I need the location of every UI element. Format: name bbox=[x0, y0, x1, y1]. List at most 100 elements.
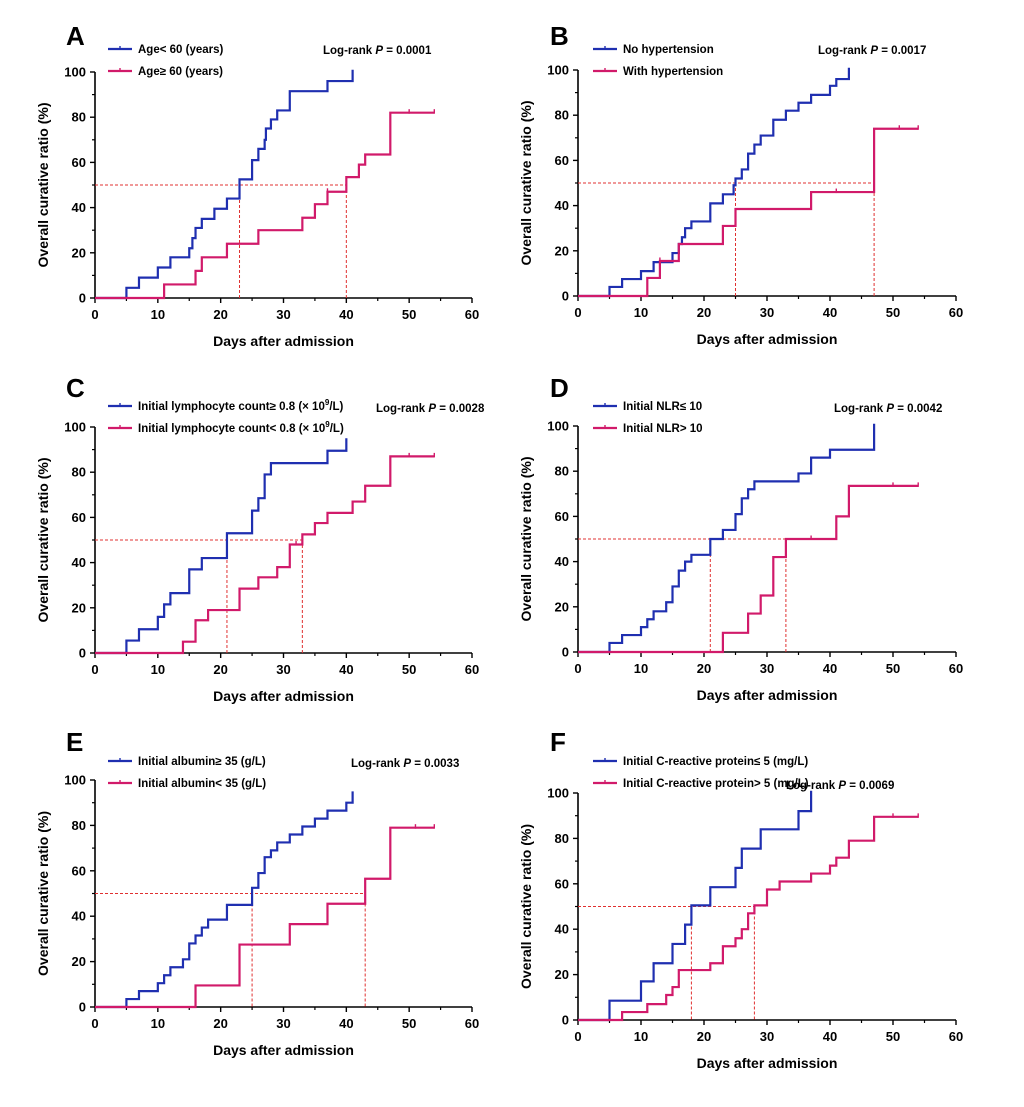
panel-f: F 0 10 20 30 40 50 60 0 20 40 60 80 100 Days after adm… bbox=[518, 727, 963, 1071]
pvalue-symbol: P bbox=[403, 758, 411, 770]
km-curve-series-1 bbox=[95, 438, 348, 655]
panel-label: A bbox=[66, 21, 85, 51]
pvalue-prefix: Log-rank bbox=[323, 45, 375, 57]
y-tick-label: 60 bbox=[555, 509, 569, 524]
x-axis-title: Days after admission bbox=[213, 1042, 354, 1058]
x-tick-label: 50 bbox=[402, 662, 416, 677]
x-axis-title: Days after admission bbox=[697, 687, 838, 703]
x-tick-label: 50 bbox=[886, 661, 900, 676]
y-tick-label: 0 bbox=[79, 646, 86, 661]
km-curve-series-1 bbox=[578, 67, 850, 298]
pvalue-prefix: Log-rank bbox=[818, 45, 870, 57]
x-tick-label: 60 bbox=[465, 307, 479, 322]
x-tick-label: 40 bbox=[339, 307, 353, 322]
y-tick-label: 20 bbox=[555, 967, 569, 982]
x-tick-label: 60 bbox=[949, 661, 963, 676]
x-tick-label: 30 bbox=[276, 1016, 290, 1031]
pvalue-value: = 0.0017 bbox=[878, 45, 926, 57]
legend-label-suffix: /L) bbox=[330, 423, 344, 435]
y-axis-title: Overall curative ratio (%) bbox=[35, 103, 51, 268]
y-tick-label: 0 bbox=[562, 1013, 569, 1028]
x-tick-label: 50 bbox=[886, 1029, 900, 1044]
km-curve-series-1 bbox=[578, 790, 813, 1022]
x-tick-label: 30 bbox=[276, 307, 290, 322]
y-tick-label: 60 bbox=[555, 153, 569, 168]
x-tick-label: 20 bbox=[213, 662, 227, 677]
pvalue-value: = 0.0028 bbox=[436, 403, 485, 415]
pvalue-prefix: Log-rank bbox=[834, 403, 886, 415]
legend-label: Age≥ 60 (years) bbox=[138, 66, 223, 78]
x-tick-label: 30 bbox=[760, 661, 774, 676]
legend-label-superscript: 9 bbox=[325, 420, 330, 429]
km-curve-series-1 bbox=[578, 423, 876, 654]
y-tick-label: 60 bbox=[72, 510, 86, 525]
y-tick-label: 20 bbox=[555, 243, 569, 258]
panel-label: D bbox=[550, 373, 569, 403]
x-tick-label: 40 bbox=[339, 662, 353, 677]
legend-label: No hypertension bbox=[623, 44, 714, 56]
y-tick-label: 80 bbox=[555, 108, 569, 123]
pvalue-value: = 0.0033 bbox=[411, 758, 459, 770]
y-tick-label: 80 bbox=[555, 464, 569, 479]
x-tick-label: 50 bbox=[886, 305, 900, 320]
x-tick-label: 50 bbox=[402, 307, 416, 322]
y-tick-label: 100 bbox=[547, 63, 569, 78]
logrank-pvalue: Log-rank P = 0.0069 bbox=[786, 780, 894, 792]
x-axis-title: Days after admission bbox=[697, 1055, 838, 1071]
panel-e: E 0 10 20 30 40 50 60 0 20 40 60 80 100 Days after adm… bbox=[35, 727, 479, 1058]
y-tick-label: 80 bbox=[72, 110, 86, 125]
x-tick-label: 40 bbox=[823, 661, 837, 676]
x-tick-label: 0 bbox=[91, 1016, 98, 1031]
x-tick-label: 10 bbox=[634, 1029, 648, 1044]
pvalue-value: = 0.0001 bbox=[383, 45, 432, 57]
x-tick-label: 20 bbox=[213, 307, 227, 322]
x-tick-label: 10 bbox=[151, 1016, 165, 1031]
y-tick-label: 20 bbox=[72, 954, 86, 969]
y-tick-label: 0 bbox=[562, 289, 569, 304]
x-axis-title: Days after admission bbox=[213, 688, 354, 704]
km-curve-series-1 bbox=[95, 69, 354, 300]
x-tick-label: 50 bbox=[402, 1016, 416, 1031]
x-tick-label: 0 bbox=[574, 305, 581, 320]
x-tick-label: 30 bbox=[276, 662, 290, 677]
x-tick-label: 20 bbox=[697, 1029, 711, 1044]
y-axis-title: Overall curative ratio (%) bbox=[35, 811, 51, 976]
x-axis-title: Days after admission bbox=[697, 331, 838, 347]
x-tick-label: 10 bbox=[151, 662, 165, 677]
legend-label: Initial C-reactive protein≤ 5 (mg/L) bbox=[623, 756, 808, 768]
y-tick-label: 20 bbox=[72, 600, 86, 615]
logrank-pvalue: Log-rank P = 0.0028 bbox=[376, 403, 485, 415]
y-tick-label: 100 bbox=[64, 773, 86, 788]
logrank-pvalue: Log-rank P = 0.0017 bbox=[818, 45, 926, 57]
pvalue-prefix: Log-rank bbox=[351, 758, 403, 770]
x-tick-label: 20 bbox=[697, 661, 711, 676]
pvalue-prefix: Log-rank bbox=[786, 780, 838, 792]
x-tick-label: 0 bbox=[574, 1029, 581, 1044]
km-curve-series-2 bbox=[95, 455, 435, 655]
x-tick-label: 60 bbox=[949, 1029, 963, 1044]
y-tick-label: 40 bbox=[72, 555, 86, 570]
legend-label: Age< 60 (years) bbox=[138, 44, 224, 56]
y-tick-label: 100 bbox=[64, 420, 86, 435]
y-tick-label: 40 bbox=[555, 198, 569, 213]
legend-label-suffix: /L) bbox=[329, 401, 343, 413]
y-tick-label: 40 bbox=[72, 200, 86, 215]
y-tick-label: 100 bbox=[547, 786, 569, 801]
y-tick-label: 60 bbox=[555, 876, 569, 891]
y-tick-label: 0 bbox=[562, 645, 569, 660]
km-curve-series-2 bbox=[578, 815, 919, 1022]
x-tick-label: 60 bbox=[465, 662, 479, 677]
y-tick-label: 80 bbox=[555, 831, 569, 846]
km-curve-series-2 bbox=[578, 484, 919, 654]
pvalue-symbol: P bbox=[870, 45, 878, 57]
pvalue-symbol: P bbox=[886, 403, 894, 415]
legend-label: With hypertension bbox=[623, 66, 723, 78]
legend-label: Initial albumin< 35 (g/L) bbox=[138, 778, 266, 790]
y-tick-label: 0 bbox=[79, 291, 86, 306]
pvalue-symbol: P bbox=[838, 780, 846, 792]
y-tick-label: 40 bbox=[555, 554, 569, 569]
x-tick-label: 0 bbox=[91, 662, 98, 677]
y-tick-label: 60 bbox=[72, 155, 86, 170]
x-tick-label: 30 bbox=[760, 1029, 774, 1044]
logrank-pvalue: Log-rank P = 0.0042 bbox=[834, 403, 942, 415]
